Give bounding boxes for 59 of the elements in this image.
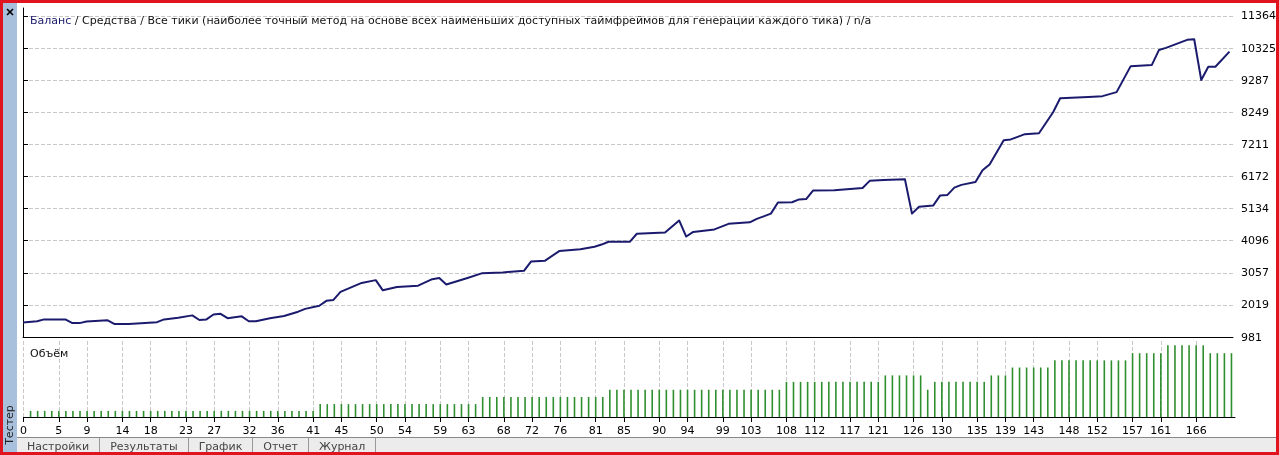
text: Настройки <box>17 438 101 455</box>
x-tick-label: 81 <box>588 424 603 437</box>
x-tick-label: 59 <box>433 424 448 437</box>
x-tick-label: 90 <box>652 424 667 437</box>
x-tick-label: 139 <box>994 424 1016 437</box>
x-tick-label: 45 <box>334 424 349 437</box>
x-tick-label: 41 <box>306 424 321 437</box>
x-tick-label: 121 <box>867 424 889 437</box>
x-tick-label: 63 <box>461 424 476 437</box>
y-tick-label: 2019 <box>1241 298 1270 312</box>
x-tick-label: 23 <box>178 424 193 437</box>
x-tick-label: 27 <box>207 424 222 437</box>
y-tick-label: 6172 <box>1241 169 1270 183</box>
x-tick-label: 72 <box>525 424 540 437</box>
x-tick-label: 143 <box>1023 424 1045 437</box>
x-tick-label: 126 <box>903 424 925 437</box>
text: Результаты <box>100 438 189 455</box>
x-tick-label: 166 <box>1185 424 1207 437</box>
y-tick-label: 11364 <box>1241 9 1277 23</box>
x-tick-label: 14 <box>115 424 130 437</box>
line-series <box>22 38 1231 326</box>
x-tick-label: 112 <box>804 424 826 437</box>
x-tick-label: 54 <box>397 424 412 437</box>
x-tick-label: 68 <box>496 424 511 437</box>
text: График <box>188 438 254 455</box>
x-tick-label: 0 <box>20 424 27 437</box>
y-tick-label: 7211 <box>1241 137 1270 151</box>
text: Тестер <box>3 404 17 447</box>
text: Баланс <box>30 14 72 27</box>
x-tick-label: 18 <box>143 424 158 437</box>
y-tick-label: 5134 <box>1241 202 1270 216</box>
x-tick-label: 9 <box>83 424 91 437</box>
x-tick-label: 108 <box>775 424 797 437</box>
x-tick-label: 32 <box>242 424 257 437</box>
x-tick-label: 117 <box>839 424 861 437</box>
x-tick-label: 99 <box>715 424 730 437</box>
x-tick-label: 94 <box>680 424 695 437</box>
x-tick-label: 135 <box>966 424 988 437</box>
y-tick-label: 4096 <box>1241 234 1270 248</box>
x-tick-label: 130 <box>931 424 953 437</box>
x-tick-label: 148 <box>1058 424 1080 437</box>
text: / Средства / Все тики (наиболее точный метод на основе всех наименьших доступных таймфреймов для генерации каждого тика) / n/a <box>71 14 872 27</box>
y-tick-label: 981 <box>1241 330 1263 344</box>
y-tick-label: 9287 <box>1241 73 1270 87</box>
x-tick-label: 76 <box>553 424 568 437</box>
y-tick-label: 3057 <box>1241 266 1270 280</box>
text: Журнал <box>309 438 377 455</box>
x-tick-label: 161 <box>1150 424 1172 437</box>
x-tick-label: 103 <box>740 424 762 437</box>
x-tick-label: 5 <box>55 424 63 437</box>
x-tick-label: 50 <box>369 424 384 437</box>
text: Отчет <box>253 438 310 455</box>
x-tick-label: 36 <box>270 424 285 437</box>
y-tick-label: 8249 <box>1241 105 1270 119</box>
x-tick-label: 157 <box>1122 424 1144 437</box>
y-tick-label: 10325 <box>1241 41 1277 55</box>
x-tick-label: 152 <box>1086 424 1108 437</box>
x-tick-label: 85 <box>616 424 631 437</box>
chart-title: Объём <box>30 347 69 360</box>
